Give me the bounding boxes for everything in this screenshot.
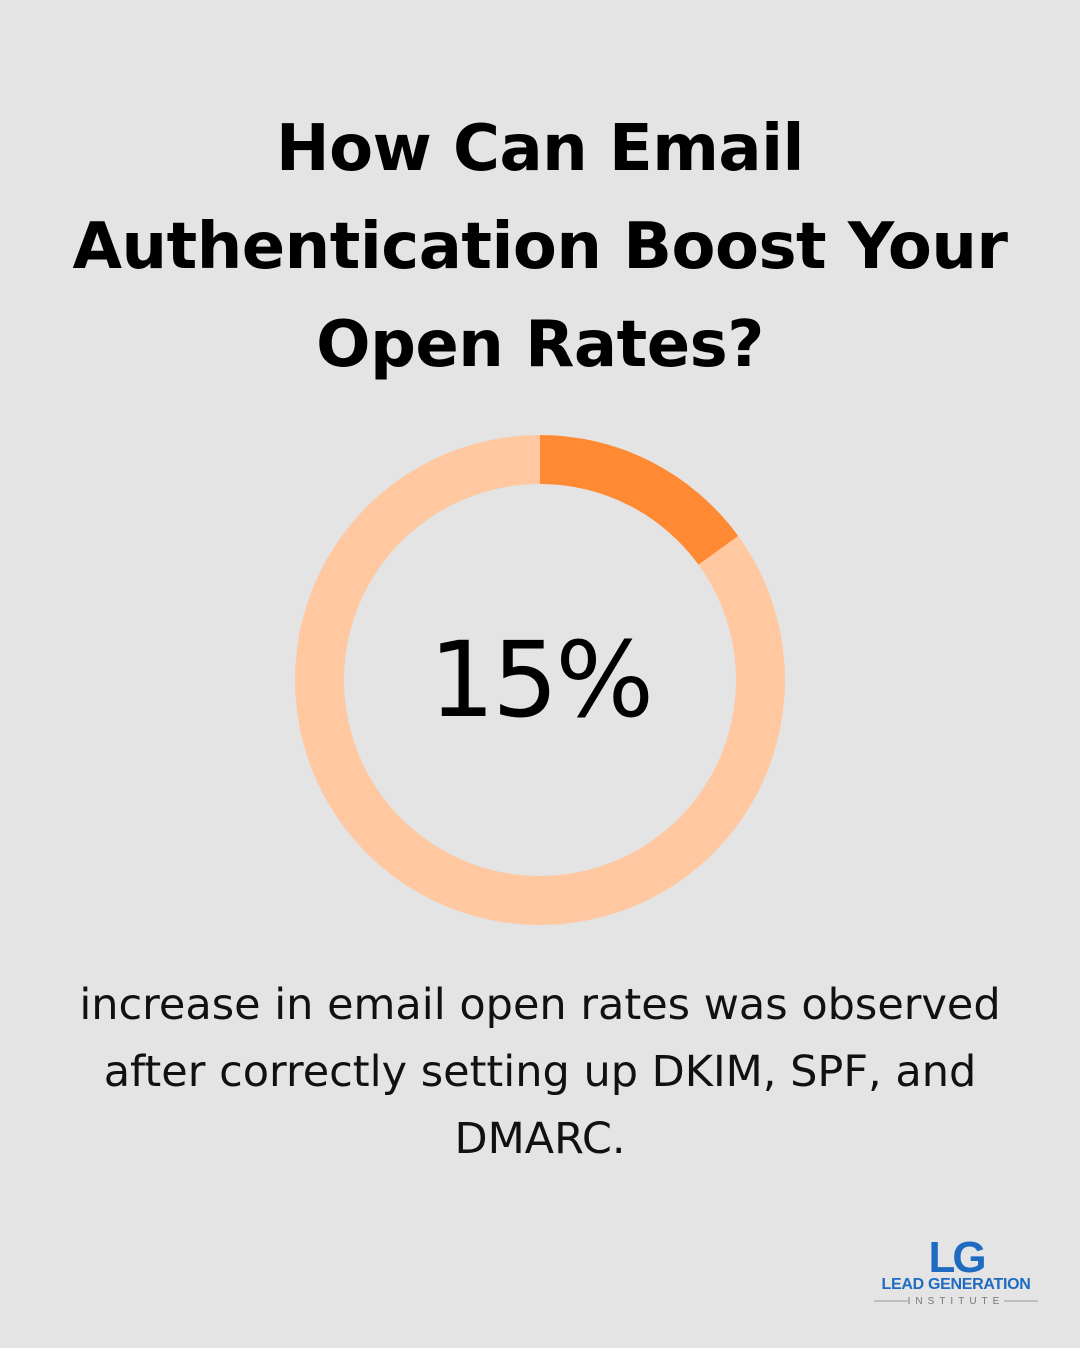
page-title: How Can Email Authentication Boost Your … xyxy=(0,100,1080,394)
description-line-2: after correctly setting up DKIM, SPF, an… xyxy=(103,1047,977,1097)
description-line-3: DMARC. xyxy=(454,1114,626,1164)
title-line-2: Authentication Boost Your xyxy=(72,210,1008,284)
center-value: 15% xyxy=(428,619,654,741)
description: increase in email open rates was observe… xyxy=(60,972,1020,1173)
donut-chart: 15% xyxy=(290,430,790,930)
donut-slice-1 xyxy=(540,435,739,565)
donut-chart-svg xyxy=(295,435,785,925)
logo-subname: INSTITUTE xyxy=(907,1296,1005,1307)
title-line-1: How Can Email xyxy=(276,112,804,186)
logo-name: LEAD GENERATION xyxy=(881,1276,1031,1293)
title-line-3: Open Rates? xyxy=(316,308,764,382)
logo-mark-text: LG xyxy=(928,1233,984,1282)
brand-logo: LG LEAD GENERATION INSTITUTE xyxy=(868,1226,1044,1316)
logo-mark: LG xyxy=(874,1233,1038,1302)
description-line-1: increase in email open rates was observe… xyxy=(79,980,1001,1030)
